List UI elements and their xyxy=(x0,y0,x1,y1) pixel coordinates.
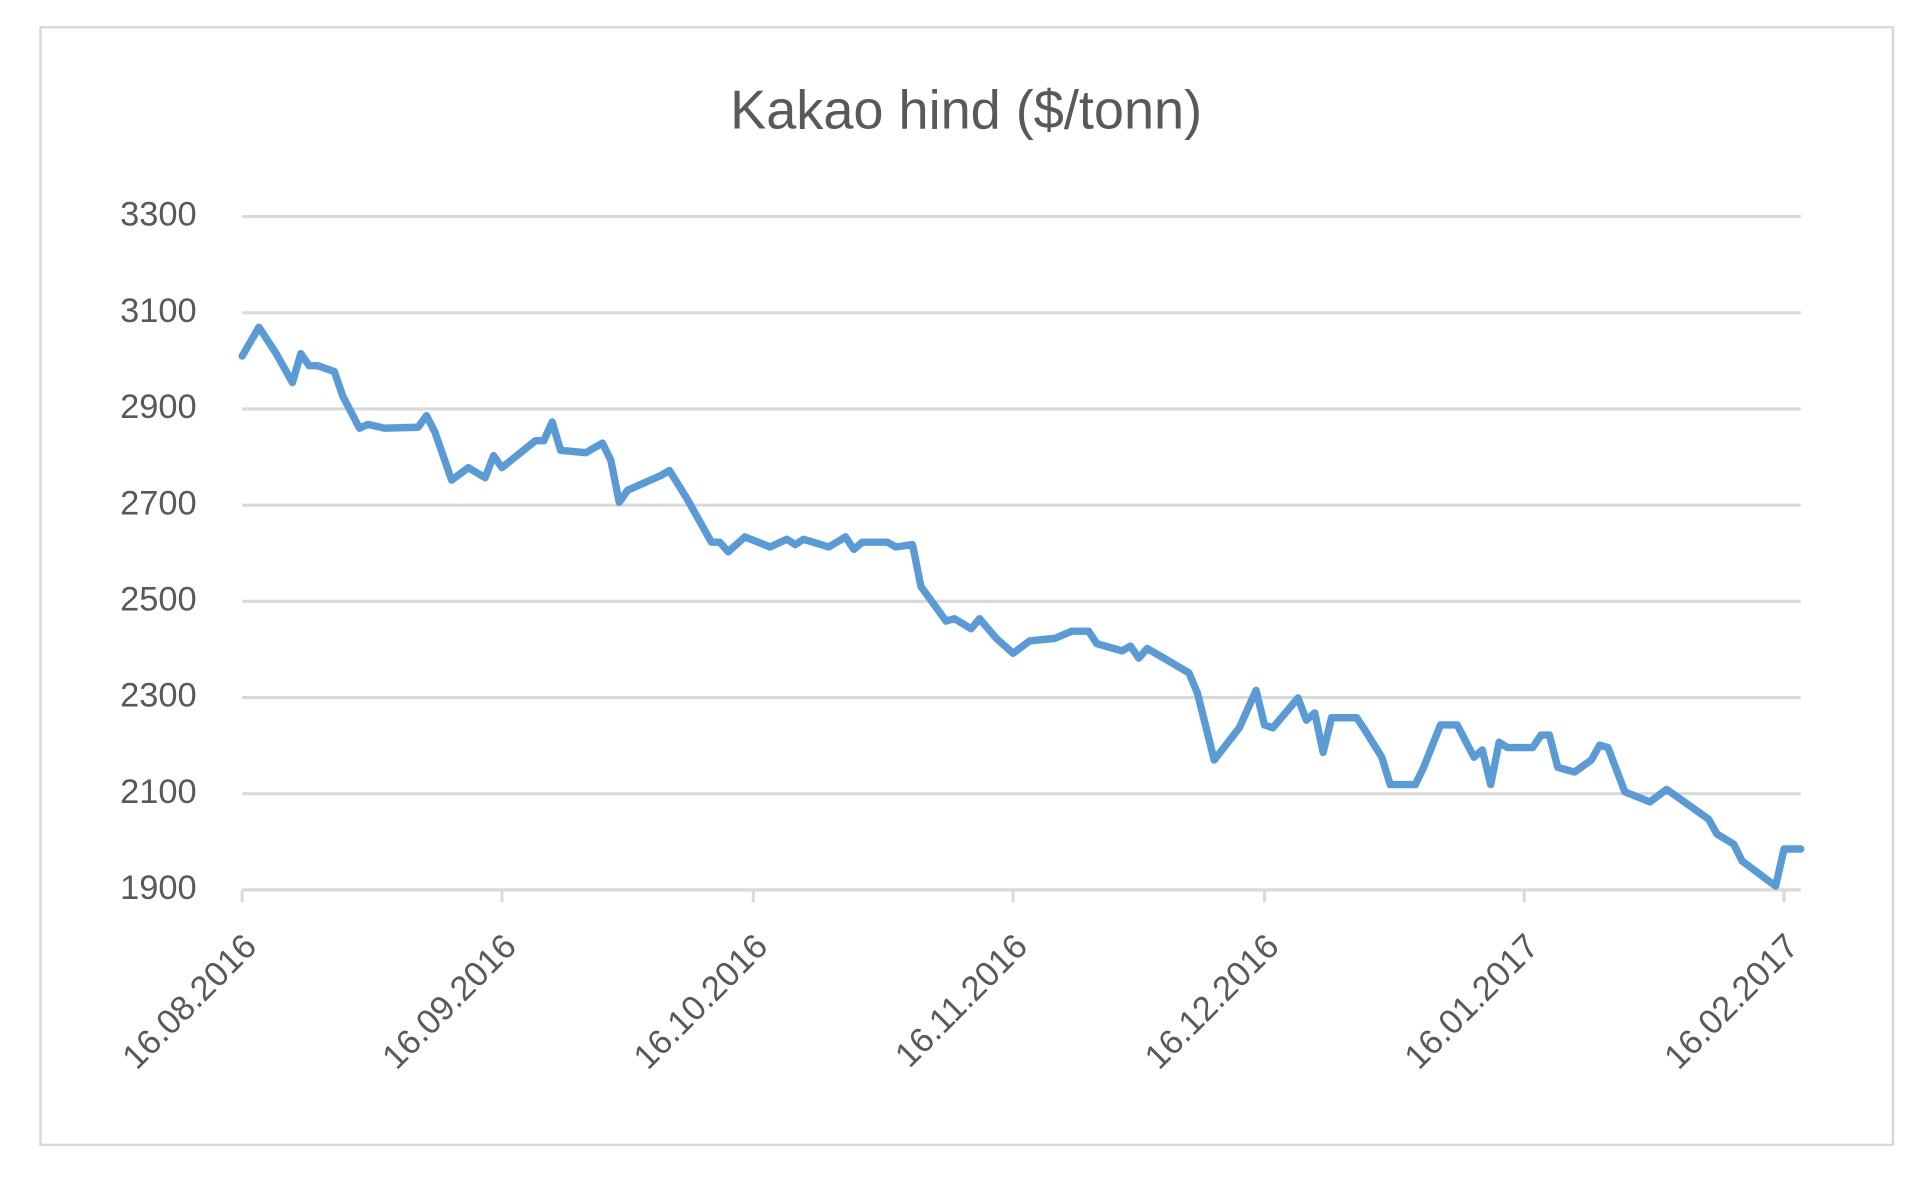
chart-title: Kakao hind ($/tonn) xyxy=(730,79,1202,140)
y-tick-label: 2300 xyxy=(120,677,197,715)
y-tick-label: 2500 xyxy=(120,580,197,618)
y-tick-label: 2900 xyxy=(120,388,197,426)
data-line xyxy=(238,323,1805,890)
y-tick-label: 3100 xyxy=(120,292,197,330)
y-tick-label: 1900 xyxy=(120,869,197,907)
y-tick-label: 3300 xyxy=(120,196,197,234)
chart-frame xyxy=(39,25,1895,1147)
y-tick-label: 2700 xyxy=(120,484,197,522)
y-tick-label: 2100 xyxy=(120,773,197,811)
